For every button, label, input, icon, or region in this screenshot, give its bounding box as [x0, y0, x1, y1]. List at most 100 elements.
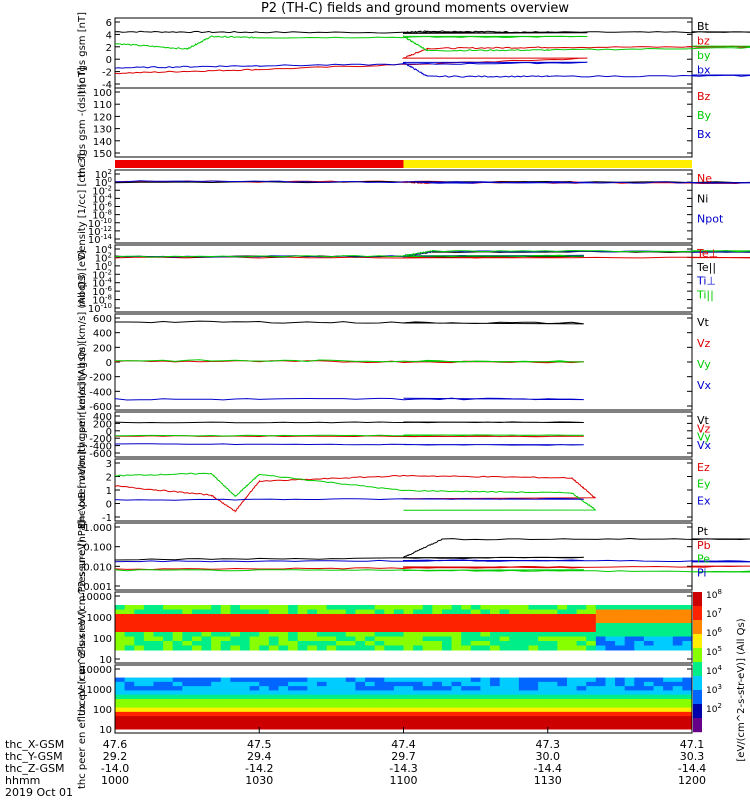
- heatmap-cell: [663, 632, 674, 637]
- heatmap-cell: [182, 605, 193, 610]
- heatmap-cell: [134, 609, 145, 615]
- heatmap-cell: [451, 720, 462, 726]
- heatmap-cell: [278, 614, 289, 619]
- heatmap-cell: [191, 703, 203, 709]
- heatmap-cell: [586, 686, 597, 691]
- heatmap-cell: [461, 699, 472, 704]
- heatmap-cell: [509, 605, 520, 610]
- heatmap-cell: [124, 677, 135, 683]
- heatmap-cell: [384, 609, 395, 615]
- heatmap-cell: [461, 686, 472, 691]
- heatmap-cell: [191, 645, 203, 651]
- heatmap-cell: [163, 645, 174, 651]
- heatmap-cell: [326, 681, 337, 687]
- heatmap-cell: [422, 703, 433, 709]
- heatmap-cell: [249, 636, 260, 642]
- heatmap-cell: [307, 645, 318, 651]
- heatmap-cell: [576, 636, 587, 642]
- heatmap-cell: [490, 618, 501, 624]
- heatmap-cell: [432, 681, 443, 687]
- heatmap-cell: [288, 681, 299, 687]
- heatmap-cell: [653, 677, 664, 683]
- heatmap-cell: [403, 605, 414, 610]
- orbit-value: 47.4: [391, 738, 416, 751]
- legend-ez: Ez: [697, 461, 710, 474]
- y-tick-label: 2: [106, 473, 112, 484]
- heatmap-cell: [663, 623, 674, 628]
- panel-density: 10210010-210-410-610-810-1010-1210-14Den…: [77, 153, 750, 259]
- heatmap-cell: [499, 703, 510, 709]
- heatmap-cell: [297, 645, 308, 651]
- heatmap-cell: [528, 627, 539, 633]
- heatmap-cell: [115, 623, 126, 628]
- heatmap-cell: [441, 703, 453, 709]
- heatmap-cell: [172, 694, 183, 700]
- heatmap-cell: [653, 716, 664, 721]
- heatmap-cell: [336, 614, 347, 619]
- heatmap-cell: [634, 632, 645, 637]
- heatmap-cell: [547, 720, 558, 726]
- heatmap-cell: [499, 641, 510, 646]
- heatmap-cell: [153, 690, 164, 696]
- legend-ni: Ni: [697, 192, 708, 205]
- heatmap-cell: [191, 724, 203, 730]
- series-vt-line: [115, 320, 584, 325]
- heatmap-cell: [345, 641, 356, 646]
- heatmap-cell: [422, 690, 433, 696]
- heatmap-cell: [230, 623, 241, 628]
- heatmap-cell: [124, 711, 135, 717]
- heatmap-cell: [566, 641, 578, 646]
- heatmap-cell: [211, 641, 222, 646]
- heatmap-cell: [624, 614, 635, 619]
- heatmap-cell: [576, 605, 587, 610]
- heatmap-cell: [201, 627, 212, 633]
- heatmap-cell: [249, 707, 260, 713]
- heatmap-cell: [211, 703, 222, 709]
- heatmap-cell: [355, 690, 366, 696]
- heatmap-cell: [403, 636, 414, 642]
- heatmap-cell: [134, 694, 145, 700]
- heatmap-cell: [134, 677, 145, 683]
- heatmap-cell: [153, 694, 164, 700]
- heatmap-cell: [336, 720, 347, 726]
- heatmap-cell: [201, 618, 212, 624]
- heatmap-cell: [374, 699, 385, 704]
- heatmap-cell: [297, 618, 308, 624]
- heatmap-cell: [461, 623, 472, 628]
- y-tick-exponent: -8: [105, 294, 112, 302]
- heatmap-cell: [663, 636, 674, 642]
- heatmap-cell: [240, 636, 251, 642]
- heatmap-cell: [480, 627, 491, 633]
- heatmap-cell: [605, 716, 616, 721]
- heatmap-cell: [172, 605, 183, 610]
- y-tick-label: -200: [89, 434, 112, 445]
- heatmap-cell: [451, 707, 462, 713]
- heatmap-cell: [643, 681, 655, 687]
- heatmap-cell: [316, 690, 328, 696]
- heatmap-cell: [249, 677, 260, 683]
- y-tick-label: 10000: [80, 665, 112, 676]
- heatmap-cell: [557, 694, 568, 700]
- series-vx-line: [114, 443, 584, 446]
- heatmap-cell: [268, 641, 279, 646]
- orbit-value: 1000: [101, 774, 129, 787]
- heatmap-cell: [653, 636, 664, 642]
- heatmap-cell: [576, 623, 587, 628]
- colorbar-step: [693, 648, 702, 663]
- heatmap-cell: [124, 632, 135, 637]
- heatmap-cell: [124, 720, 135, 726]
- heatmap-cell: [557, 618, 568, 624]
- heatmap-cell: [240, 711, 251, 717]
- heatmap-cell: [307, 677, 318, 683]
- legend-vz: Vz: [697, 422, 711, 435]
- y-tick-label: 1000: [87, 685, 112, 696]
- heatmap-cell: [288, 690, 299, 696]
- heatmap-cell: [538, 614, 549, 619]
- heatmap-cell: [191, 720, 203, 726]
- heatmap-cell: [355, 623, 366, 628]
- heatmap-cell: [355, 707, 366, 713]
- heatmap-cell: [163, 627, 174, 633]
- heatmap-cell: [557, 636, 568, 642]
- heatmap-cell: [307, 618, 318, 624]
- heatmap-cell: [230, 720, 241, 726]
